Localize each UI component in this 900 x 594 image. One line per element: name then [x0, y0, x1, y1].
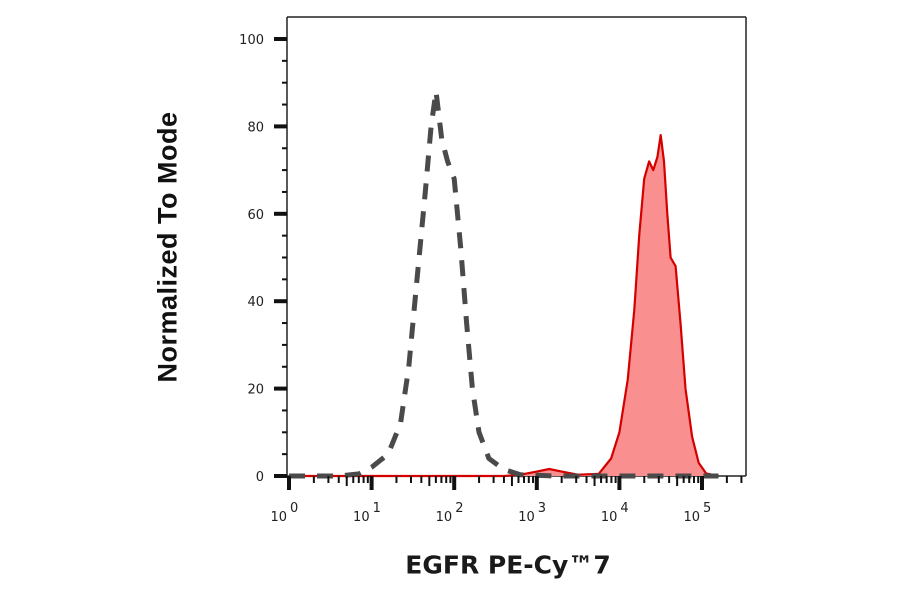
x-tick-label-exponent: 1	[373, 501, 381, 516]
x-tick-label-exponent: 4	[620, 501, 628, 516]
y-major-tick	[274, 124, 287, 129]
x-tick-label-exponent: 2	[455, 501, 463, 516]
x-tick-label-base: 10	[353, 510, 370, 525]
egfr-pe-cy7-curve	[289, 134, 719, 478]
y-major-tick	[274, 386, 287, 391]
isotype-control-curve	[289, 88, 719, 479]
y-major-tick	[274, 474, 287, 478]
x-tick-label-base: 10	[683, 510, 700, 525]
y-tick-label: 100	[239, 33, 264, 48]
x-major-tick	[452, 476, 457, 490]
y-major-tick	[274, 211, 287, 216]
x-major-tick	[700, 476, 704, 490]
x-major-tick	[617, 476, 622, 490]
egfr-pe-cy7-fill	[289, 135, 719, 476]
y-tick-label: 0	[256, 470, 264, 485]
y-tick-label: 60	[247, 208, 264, 223]
x-major-tick	[534, 476, 539, 490]
x-tick-label-base: 10	[436, 510, 453, 525]
y-axis-label: Normalized To Mode	[152, 111, 183, 383]
y-tick-label: 40	[247, 295, 264, 310]
x-major-tick	[287, 476, 291, 490]
x-tick-label-base: 10	[601, 510, 618, 525]
y-major-tick	[274, 37, 287, 41]
y-tick-label: 80	[247, 120, 264, 135]
x-major-tick	[369, 476, 374, 490]
x-tick-label-exponent: 5	[703, 501, 711, 516]
y-tick-label: 20	[247, 383, 264, 398]
series-layer	[289, 88, 719, 479]
x-tick-label-exponent: 0	[290, 501, 298, 516]
x-tick-label-base: 10	[518, 510, 535, 525]
x-axis-label: EGFR PE-Cy™7	[405, 550, 611, 580]
x-tick-label-exponent: 3	[538, 501, 546, 516]
x-tick-label-base: 10	[270, 510, 287, 525]
y-major-tick	[274, 299, 287, 304]
y-axis-ticks: 0 20 40 60 80 100	[239, 33, 287, 485]
